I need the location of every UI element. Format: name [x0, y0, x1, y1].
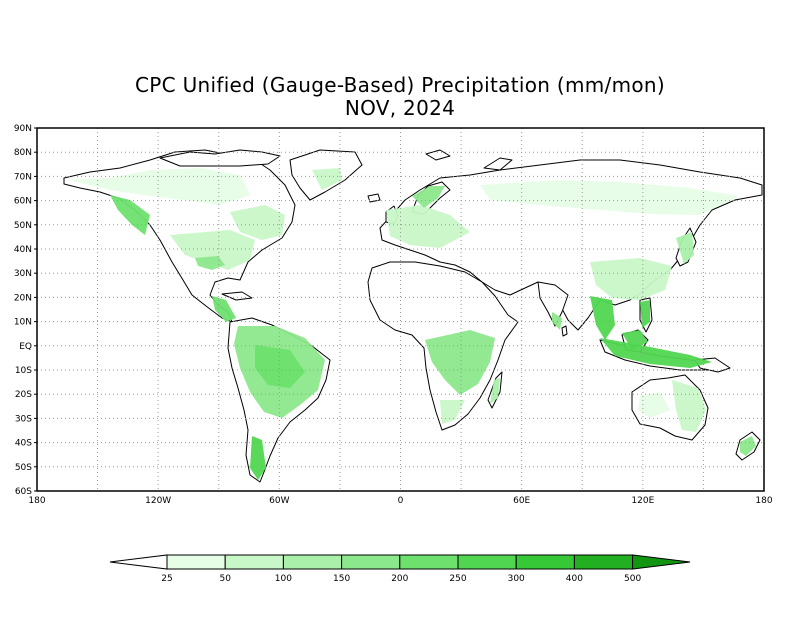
- precip-area: [552, 312, 562, 330]
- iceland: [367, 193, 381, 203]
- colorbar-low-arrow: [109, 554, 168, 570]
- precip-area: [676, 232, 694, 264]
- lon-tick-label: 60E: [513, 496, 530, 506]
- colorbar-segment: [399, 554, 459, 570]
- colorbar-segment: [457, 554, 517, 570]
- sri-lanka: [561, 325, 568, 337]
- map-subtitle: NOV, 2024: [344, 96, 456, 120]
- precip-area: [70, 168, 250, 205]
- precip-area: [622, 330, 648, 350]
- precip-area: [740, 436, 756, 456]
- precip-area: [255, 345, 305, 388]
- lat-tick-label: 50S: [15, 463, 32, 473]
- svalbard: [425, 149, 451, 161]
- novaya-zemlya: [483, 157, 513, 171]
- precip-area: [312, 168, 342, 190]
- precip-area: [110, 195, 150, 235]
- precip-area: [195, 256, 225, 270]
- lat-tick-label: 20S: [15, 390, 32, 400]
- precip-area: [600, 338, 712, 368]
- precip-area: [250, 436, 266, 480]
- lat-tick-label: 30N: [14, 269, 32, 279]
- lat-tick-label: 20N: [14, 293, 32, 303]
- precip-area: [480, 180, 740, 215]
- colorbar-segment: [515, 554, 575, 570]
- lat-tick-label: EQ: [19, 342, 32, 352]
- arctic-islands: [159, 149, 281, 167]
- precip-area: [440, 400, 465, 424]
- graticule: [37, 128, 764, 491]
- lon-tick-label: 0: [398, 496, 404, 506]
- colorbar-label: 400: [566, 574, 583, 584]
- colorbar-label: 150: [333, 574, 350, 584]
- lat-tick-label: 60S: [15, 487, 32, 497]
- colorbar-label: 250: [449, 574, 466, 584]
- precip-area: [412, 186, 445, 208]
- map-title: CPC Unified (Gauge-Based) Precipitation …: [135, 73, 665, 97]
- lon-tick-label: 60W: [269, 496, 289, 506]
- lon-tick-label: 180: [755, 496, 772, 506]
- lat-tick-label: 90N: [14, 124, 32, 134]
- precip-area: [590, 296, 615, 340]
- precip-area: [230, 205, 285, 240]
- colorbar-segment: [573, 554, 634, 570]
- precip-area: [386, 205, 470, 248]
- colorbar-segment: [166, 554, 226, 570]
- colorbar-label: 300: [508, 574, 525, 584]
- map-title-block: CPC Unified (Gauge-Based) Precipitation …: [0, 74, 800, 120]
- colorbar-segment: [341, 554, 401, 570]
- precipitation-shading: [70, 168, 756, 480]
- precip-area: [590, 258, 672, 300]
- precip-area: [638, 392, 670, 418]
- latitude-labels: 90N 80N 70N 60N 50N 40N 30N 20N 10N EQ 10S 20S 30S 40…: [14, 124, 37, 497]
- colorbar-label: 200: [391, 574, 408, 584]
- colorbar-segment: [224, 554, 284, 570]
- lat-tick-label: 40S: [15, 439, 32, 449]
- precip-area: [490, 378, 500, 404]
- lat-tick-label: 10S: [15, 366, 32, 376]
- colorbar-high-arrow: [632, 554, 691, 570]
- lat-tick-label: 50N: [14, 221, 32, 231]
- precip-area: [212, 296, 236, 322]
- longitude-labels: 180 120W 60W 0 60E 120E 180: [28, 496, 772, 506]
- lat-tick-label: 60N: [14, 197, 32, 207]
- map-frame: [36, 127, 765, 492]
- lon-tick-label: 180: [28, 496, 45, 506]
- precip-area: [170, 230, 255, 270]
- precip-area: [672, 380, 706, 432]
- lat-tick-label: 70N: [14, 172, 32, 182]
- colorbar-label: 25: [161, 574, 172, 584]
- colorbar-label: 100: [275, 574, 292, 584]
- colorbar-segment: [282, 554, 343, 570]
- colorbar: 25 50 100 150 200 250 300 400 500: [109, 554, 691, 584]
- lat-tick-label: 30S: [15, 414, 32, 424]
- colorbar-label: 50: [219, 574, 231, 584]
- cuba: [221, 291, 253, 301]
- lon-tick-label: 120W: [145, 496, 171, 506]
- lat-tick-label: 40N: [14, 245, 32, 255]
- colorbar-label: 500: [624, 574, 641, 584]
- lat-tick-label: 10N: [14, 318, 32, 328]
- lon-tick-label: 120E: [631, 496, 654, 506]
- lat-tick-label: 80N: [14, 148, 32, 158]
